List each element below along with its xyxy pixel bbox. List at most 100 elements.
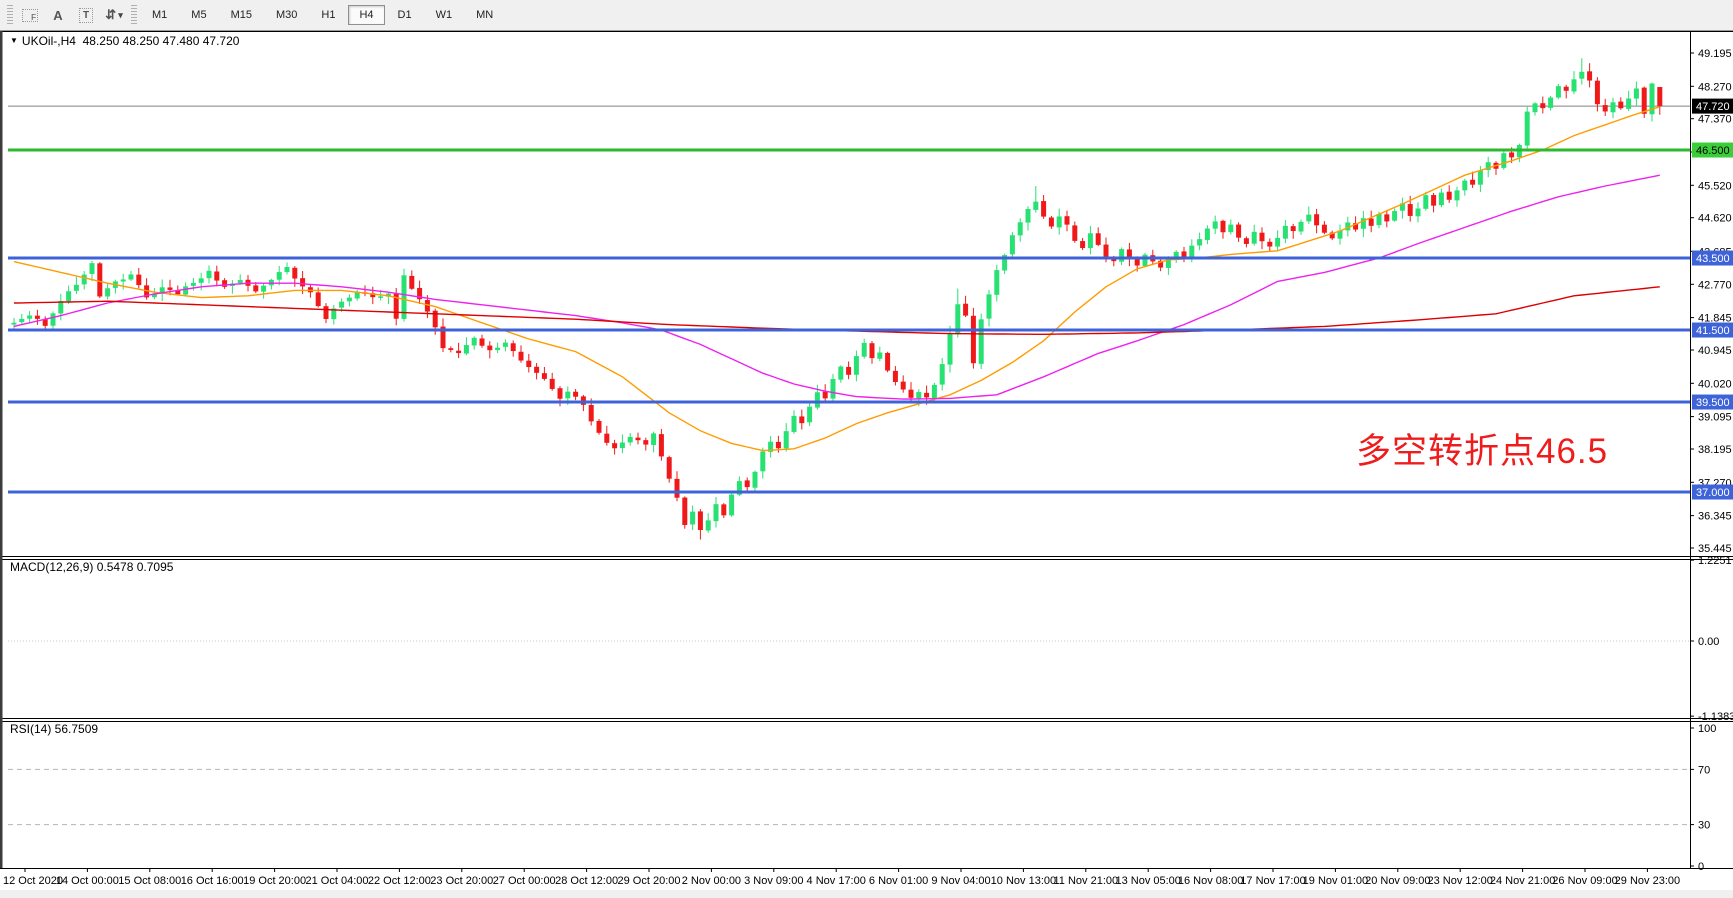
candle	[190, 282, 196, 286]
time-tick-label: 12 Oct 2020	[3, 875, 63, 887]
candle	[401, 275, 407, 319]
candle	[1158, 260, 1164, 268]
time-tick-label: 14 Oct 00:00	[56, 875, 119, 887]
candle	[814, 392, 820, 408]
candle	[612, 443, 618, 449]
candle	[1454, 190, 1460, 201]
timeframe-d1-button[interactable]: D1	[397, 9, 412, 21]
price-tick-label: 41.845	[1698, 313, 1732, 325]
candle	[1275, 237, 1281, 247]
toolbar-grip[interactable]	[7, 5, 13, 25]
timeframe-m15-button[interactable]: M15	[230, 9, 252, 21]
candle	[183, 286, 189, 295]
candle	[1267, 241, 1273, 247]
candle	[1548, 97, 1554, 108]
cycle-arrows-icon: ⇵	[105, 7, 117, 22]
candle	[721, 504, 727, 516]
candle	[947, 333, 953, 365]
candle	[924, 392, 930, 398]
time-tick-label: 28 Oct 12:00	[555, 875, 618, 887]
time-tick-label: 9 Nov 04:00	[931, 875, 990, 887]
candle	[456, 350, 462, 354]
rsi-tick-label: 30	[1698, 820, 1710, 832]
candle	[1438, 192, 1444, 206]
candle	[1009, 235, 1015, 255]
timeframe-m30-button[interactable]: M30	[275, 9, 298, 21]
window-left-border	[0, 31, 3, 868]
chart-canvas[interactable]: 49.19548.27047.37046.44545.52044.62043.6…	[0, 31, 1733, 898]
candle	[19, 318, 25, 323]
candle	[1485, 162, 1491, 171]
candle	[1587, 71, 1593, 81]
candle	[736, 481, 742, 495]
candle	[1314, 214, 1320, 226]
price-badge	[1692, 142, 1733, 158]
time-tick-label: 27 Oct 00:00	[493, 875, 556, 887]
candle	[136, 274, 142, 286]
time-tick-label: 23 Nov 12:00	[1427, 875, 1492, 887]
candle	[674, 478, 680, 498]
candle	[11, 322, 17, 325]
candle	[541, 373, 547, 379]
candle	[81, 274, 87, 285]
candle	[1181, 251, 1187, 258]
price-tick-label: 40.020	[1698, 378, 1732, 390]
candle	[666, 457, 672, 479]
price-tick-label: 47.370	[1698, 114, 1732, 126]
font-button[interactable]: A	[46, 4, 70, 26]
candle	[1321, 224, 1327, 233]
time-tick-label: 22 Oct 12:00	[368, 875, 431, 887]
time-tick-label: 21 Oct 04:00	[306, 875, 369, 887]
candle	[807, 406, 813, 423]
rsi-tick-label: 0	[1698, 861, 1704, 873]
candle	[66, 291, 72, 302]
candle	[573, 391, 579, 397]
candle	[744, 480, 750, 488]
candle	[1618, 101, 1624, 109]
timeframe-w1-button[interactable]: W1	[435, 9, 453, 21]
candle	[1111, 258, 1117, 262]
timeframe-mn-button[interactable]: MN	[476, 9, 494, 21]
timeframe-h4-button[interactable]: H4	[348, 5, 385, 25]
candle	[900, 381, 906, 390]
timeframe-toolbar-grip[interactable]	[131, 5, 137, 25]
symbol-dropdown-icon[interactable]: ▼	[10, 36, 18, 45]
indicators-grid-button[interactable]: F	[18, 4, 42, 26]
candle	[502, 342, 508, 347]
candle	[471, 337, 477, 346]
price-levels-layer[interactable]	[8, 148, 1690, 494]
candle	[1072, 225, 1078, 241]
candle	[370, 293, 376, 298]
time-tick-label: 24 Nov 21:00	[1490, 875, 1555, 887]
candle	[463, 345, 469, 354]
candle	[1368, 218, 1374, 226]
time-tick-label: 15 Oct 08:00	[118, 875, 181, 887]
time-tick-label: 29 Nov 23:00	[1615, 875, 1680, 887]
text-object-button[interactable]: T	[74, 4, 98, 26]
candle	[1563, 86, 1569, 91]
candle	[214, 271, 220, 281]
candle	[479, 338, 485, 346]
candle	[237, 280, 243, 284]
candle	[261, 285, 267, 292]
candle	[682, 497, 688, 525]
candle	[253, 285, 259, 292]
candle	[526, 360, 532, 368]
candle	[1360, 218, 1366, 229]
cycle-arrows-button[interactable]: ⇵ ▾	[102, 4, 126, 26]
timeframe-h1-button[interactable]: H1	[321, 9, 336, 21]
price-tick-label: 45.520	[1698, 180, 1732, 192]
price-badge-label: 37.000	[1696, 487, 1730, 499]
timeframe-m5-button[interactable]: M5	[191, 9, 207, 21]
candle	[448, 348, 454, 350]
candle	[1204, 228, 1210, 240]
candle	[697, 511, 703, 530]
candle	[908, 389, 914, 398]
candle	[1376, 213, 1382, 226]
candle	[1197, 239, 1203, 246]
chart-text-annotation[interactable]: 多空转折点46.5	[1356, 432, 1609, 471]
timeframe-m1-button[interactable]: M1	[152, 9, 168, 21]
candle	[58, 300, 64, 314]
price-axis[interactable]: 49.19548.27047.37046.44545.52044.62043.6…	[1690, 48, 1733, 873]
